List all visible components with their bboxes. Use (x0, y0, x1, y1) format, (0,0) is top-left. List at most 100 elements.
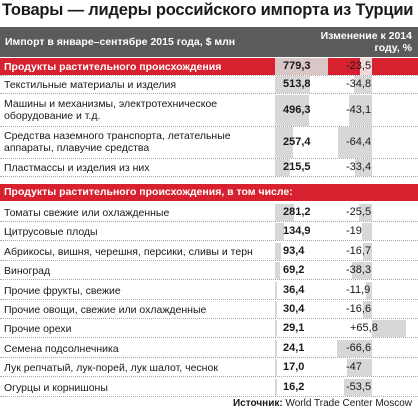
value-bar (275, 339, 277, 357)
table-row: Абрикосы, вишня, черешня, персики, сливы… (0, 242, 418, 260)
import-value: 17,0 (283, 361, 305, 374)
value-bar (275, 359, 277, 377)
table-row: Лук репчатый, лук-порей, лук шалот, чесн… (0, 359, 418, 377)
table-row: Машины и механизмы, электротехническое о… (0, 95, 418, 126)
change-bar (337, 339, 372, 357)
row-separator (0, 395, 418, 397)
value-bar (275, 95, 309, 126)
row-separator (0, 75, 418, 76)
change-bar (338, 127, 372, 158)
row-label: Текстильные материалы и изделия (4, 79, 177, 91)
row-label: Огурцы и корнишоны (4, 381, 108, 394)
table-row: Пластмассы и изделия из них 215,5 -33,4 (0, 159, 418, 176)
change-value: -33,4 (346, 161, 372, 173)
row-separator (0, 259, 418, 261)
row-label: Лук репчатый, лук-порей, лук шалот, чесн… (4, 362, 218, 375)
table-row: Семена подсолнечника 24,1 -66,6 (0, 339, 418, 357)
value-bar (275, 320, 277, 338)
import-value: 36,4 (283, 283, 305, 296)
table-row: Текстильные материалы и изделия 513,8 -34,… (0, 76, 418, 93)
row-label: Семена подсолнечника (4, 342, 119, 355)
change-value: -43,1 (346, 104, 372, 116)
change-value: -23,5 (346, 60, 372, 72)
row-separator (0, 93, 418, 94)
row-separator (0, 176, 418, 177)
table-row: Прочие фрукты, свежие 36,4 -11,9 (0, 281, 418, 299)
row-label: Абрикосы, вишня, черешня, персики, сливы… (4, 245, 253, 258)
value-bar (275, 242, 281, 260)
section-header-label: Продукты растительного происхождения, в … (4, 186, 293, 198)
row-label: Пластмассы и изделия из них (4, 162, 150, 174)
value-bar (275, 223, 284, 241)
row-label: Томаты свежие или охлажденные (4, 207, 170, 219)
table-row: Цитрусовые плоды 134,9 -19 (0, 223, 418, 241)
table-row: Средства наземного транспорта, летательн… (0, 127, 418, 158)
change-bar (344, 378, 372, 396)
header-import: Импорт в январе–сентябре 2015 года, $ мл… (5, 36, 236, 48)
row-separator (0, 221, 418, 222)
source-text: World Trade Center Moscow (285, 398, 412, 409)
change-bar (354, 76, 372, 93)
value-bar (275, 204, 294, 221)
value-bar (275, 301, 277, 318)
change-value: -19 (346, 225, 362, 238)
row-separator (0, 376, 418, 378)
import-value: 513,8 (283, 78, 311, 90)
value-bar (275, 76, 310, 93)
section-header: Продукты растительного происхождения, в … (0, 184, 418, 201)
change-value: -53,5 (346, 380, 372, 393)
change-bar (347, 359, 372, 377)
header-change: Изменение к 2014 году, % (320, 30, 412, 54)
table-header: Импорт в январе–сентябре 2015 года, $ мл… (0, 27, 418, 57)
row-separator (0, 298, 418, 300)
value-bar (275, 378, 277, 396)
change-bar (366, 281, 372, 299)
change-bar (349, 95, 372, 126)
row-label: Прочие орехи (4, 323, 72, 336)
change-value: -25,5 (346, 206, 372, 218)
value-bar (275, 281, 277, 299)
import-value: 30,4 (283, 303, 305, 315)
table-row: Продукты растительного происхождения 779,… (0, 58, 418, 75)
table-row: Прочие овощи, свежие или охлажденные 30,4… (0, 301, 418, 318)
change-value: -16,6 (346, 303, 372, 315)
change-bar (360, 58, 372, 75)
row-separator (0, 318, 418, 319)
change-bar (355, 159, 372, 176)
value-bar (275, 159, 290, 176)
source-prefix: Источник: (232, 398, 283, 409)
table-row: Огурцы и корнишоны 16,2 -53,5 (0, 378, 418, 396)
row-label: Продукты растительного происхождения (4, 61, 222, 73)
change-bar (359, 204, 372, 221)
row-label: Машины и механизмы, электротехническое о… (4, 98, 218, 122)
row-label: Прочие овощи, свежие или охлажденные (4, 304, 207, 316)
change-value: -16,7 (346, 244, 372, 257)
change-bar (362, 223, 372, 241)
import-value: 93,4 (283, 244, 305, 257)
change-value: -34,8 (346, 78, 372, 90)
import-value: 496,3 (283, 104, 311, 116)
import-value: 281,2 (283, 206, 311, 218)
change-bar (372, 320, 406, 338)
table-row: Томаты свежие или охлажденные 281,2 -25,5 (0, 204, 418, 221)
row-separator (0, 240, 418, 242)
change-bar (352, 262, 372, 280)
row-separator (0, 279, 418, 281)
change-value: -64,4 (346, 136, 372, 148)
row-separator (0, 158, 418, 159)
import-value: 16,2 (283, 380, 305, 393)
import-value: 257,4 (283, 136, 311, 148)
import-value: 779,3 (283, 60, 311, 72)
change-bar (363, 242, 372, 260)
change-bar (363, 301, 372, 318)
change-value: -38,3 (346, 264, 372, 277)
change-value: +65,8 (350, 322, 378, 335)
row-label: Цитрусовые плоды (4, 226, 98, 239)
row-separator (0, 356, 418, 358)
import-value: 29,1 (283, 322, 305, 335)
value-bar (275, 262, 280, 280)
change-value: -11,9 (346, 283, 371, 296)
import-value: 24,1 (283, 341, 305, 354)
source-note: Источник: World Trade Center Moscow (233, 398, 412, 409)
